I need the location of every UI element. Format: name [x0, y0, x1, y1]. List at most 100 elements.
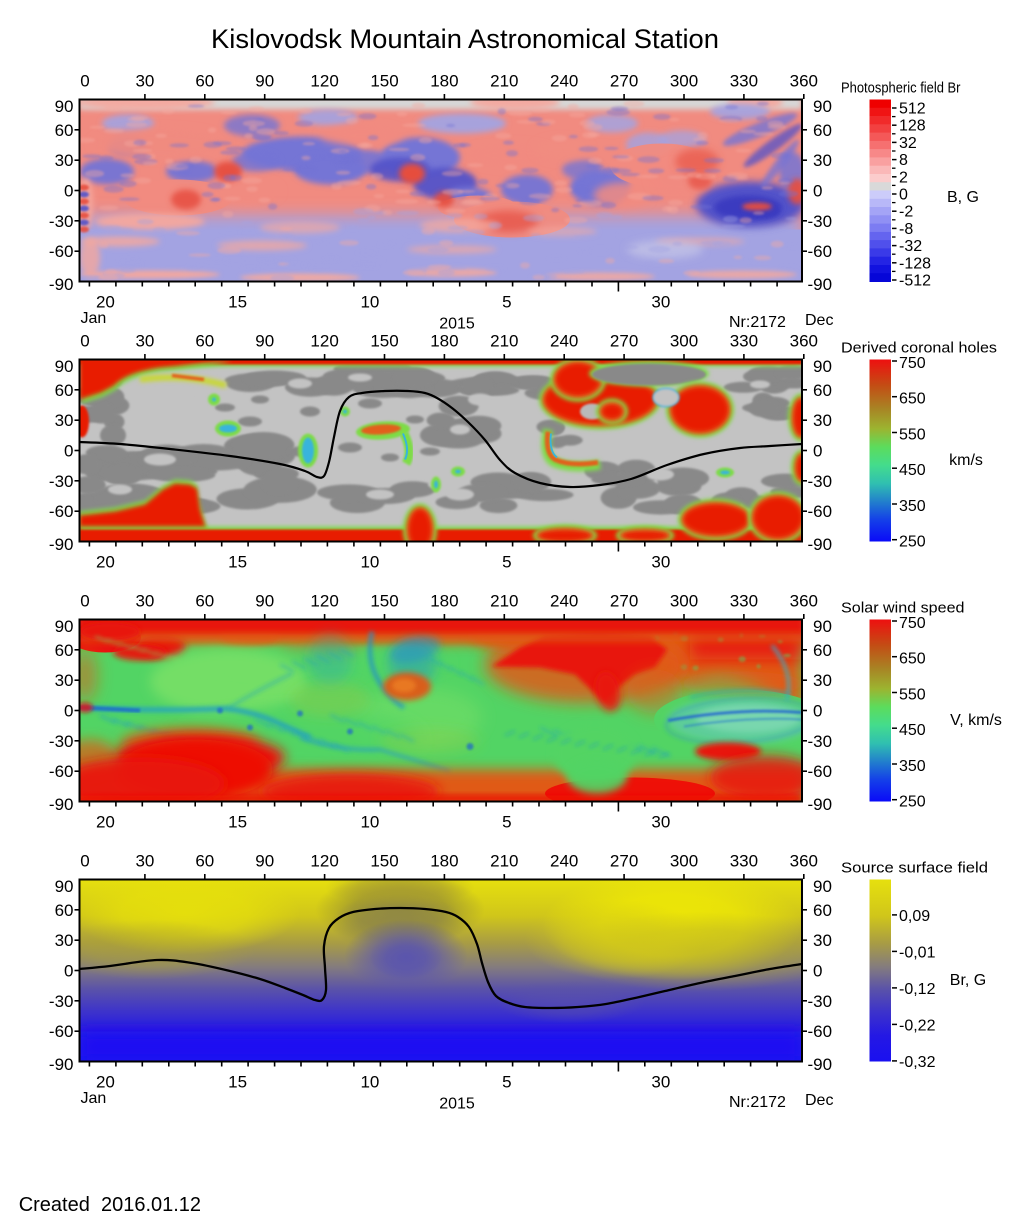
- svg-text:-30: -30: [808, 732, 833, 751]
- svg-text:-90: -90: [49, 1055, 74, 1074]
- svg-text:0: 0: [64, 962, 73, 981]
- svg-text:-90: -90: [808, 275, 833, 294]
- svg-text:30: 30: [55, 151, 74, 170]
- svg-text:-0,12: -0,12: [899, 981, 936, 998]
- svg-text:-2: -2: [899, 204, 913, 221]
- svg-text:360: 360: [790, 72, 818, 91]
- svg-text:30: 30: [135, 592, 154, 611]
- svg-text:2015: 2015: [439, 1096, 475, 1113]
- svg-text:-90: -90: [808, 1055, 833, 1074]
- svg-text:0: 0: [80, 592, 89, 611]
- svg-text:300: 300: [670, 72, 698, 91]
- svg-text:180: 180: [430, 332, 458, 351]
- svg-text:-90: -90: [808, 535, 833, 554]
- svg-text:-90: -90: [49, 795, 74, 814]
- svg-text:0,09: 0,09: [899, 908, 930, 925]
- svg-text:330: 330: [730, 72, 758, 91]
- svg-text:5: 5: [502, 812, 511, 831]
- svg-text:5: 5: [502, 552, 511, 571]
- svg-text:360: 360: [790, 592, 818, 611]
- svg-text:10: 10: [360, 812, 379, 831]
- svg-text:60: 60: [195, 332, 214, 351]
- svg-text:5: 5: [502, 292, 511, 311]
- svg-text:20: 20: [96, 552, 115, 571]
- svg-text:5: 5: [502, 1072, 511, 1091]
- svg-text:90: 90: [255, 852, 274, 871]
- svg-text:210: 210: [490, 72, 518, 91]
- svg-text:-60: -60: [49, 502, 74, 521]
- svg-text:90: 90: [813, 97, 832, 116]
- svg-text:90: 90: [255, 72, 274, 91]
- svg-text:330: 330: [730, 332, 758, 351]
- svg-text:10: 10: [360, 552, 379, 571]
- svg-text:30: 30: [651, 1072, 670, 1091]
- svg-text:-60: -60: [49, 242, 74, 261]
- svg-text:60: 60: [813, 901, 832, 920]
- svg-text:90: 90: [813, 357, 832, 376]
- svg-text:300: 300: [670, 332, 698, 351]
- svg-text:15: 15: [228, 292, 247, 311]
- svg-text:-60: -60: [49, 762, 74, 781]
- svg-text:750: 750: [899, 355, 926, 372]
- svg-text:60: 60: [195, 852, 214, 871]
- svg-text:300: 300: [670, 592, 698, 611]
- svg-text:2015: 2015: [439, 316, 475, 333]
- svg-text:120: 120: [310, 852, 338, 871]
- svg-text:90: 90: [55, 617, 74, 636]
- svg-text:270: 270: [610, 72, 638, 91]
- svg-text:0: 0: [899, 187, 908, 204]
- svg-text:0: 0: [64, 442, 73, 461]
- svg-text:750: 750: [899, 615, 926, 632]
- svg-text:Source surface field: Source surface field: [841, 860, 988, 877]
- svg-text:240: 240: [550, 592, 578, 611]
- svg-text:Photospheric field Br: Photospheric field Br: [841, 80, 961, 97]
- svg-text:-60: -60: [808, 242, 833, 261]
- svg-text:30: 30: [651, 292, 670, 311]
- svg-text:512: 512: [899, 101, 926, 118]
- svg-text:240: 240: [550, 72, 578, 91]
- svg-text:0: 0: [813, 962, 822, 981]
- svg-text:Jan: Jan: [81, 1090, 107, 1107]
- svg-text:B, G: B, G: [947, 189, 979, 206]
- svg-text:650: 650: [899, 651, 926, 668]
- svg-text:10: 10: [360, 1072, 379, 1091]
- svg-text:15: 15: [228, 812, 247, 831]
- svg-text:20: 20: [96, 812, 115, 831]
- svg-text:-30: -30: [808, 472, 833, 491]
- svg-text:120: 120: [310, 332, 338, 351]
- svg-text:150: 150: [370, 592, 398, 611]
- svg-text:300: 300: [670, 852, 698, 871]
- svg-text:150: 150: [370, 852, 398, 871]
- svg-text:30: 30: [135, 332, 154, 351]
- svg-text:330: 330: [730, 592, 758, 611]
- svg-text:-0,32: -0,32: [899, 1054, 936, 1071]
- svg-text:-0,01: -0,01: [899, 944, 936, 961]
- svg-text:30: 30: [55, 931, 74, 950]
- svg-text:270: 270: [610, 852, 638, 871]
- svg-text:Dec: Dec: [805, 312, 833, 329]
- svg-text:30: 30: [651, 812, 670, 831]
- svg-text:270: 270: [610, 592, 638, 611]
- svg-text:60: 60: [813, 641, 832, 660]
- svg-text:Derived coronal holes: Derived coronal holes: [841, 340, 997, 357]
- svg-text:240: 240: [550, 852, 578, 871]
- svg-text:120: 120: [310, 72, 338, 91]
- svg-text:90: 90: [255, 332, 274, 351]
- svg-text:150: 150: [370, 72, 398, 91]
- svg-text:180: 180: [430, 72, 458, 91]
- svg-text:30: 30: [135, 72, 154, 91]
- svg-text:Nr:2172: Nr:2172: [729, 314, 786, 331]
- svg-text:-30: -30: [808, 212, 833, 231]
- svg-text:20: 20: [96, 292, 115, 311]
- svg-text:Nr:2172: Nr:2172: [729, 1094, 786, 1111]
- svg-text:550: 550: [899, 687, 926, 704]
- svg-text:60: 60: [195, 72, 214, 91]
- svg-text:0: 0: [813, 182, 822, 201]
- svg-text:8: 8: [899, 152, 908, 169]
- svg-text:20: 20: [96, 1072, 115, 1091]
- svg-text:270: 270: [610, 332, 638, 351]
- svg-text:32: 32: [899, 135, 917, 152]
- svg-text:60: 60: [813, 381, 832, 400]
- svg-text:120: 120: [310, 592, 338, 611]
- svg-text:90: 90: [813, 617, 832, 636]
